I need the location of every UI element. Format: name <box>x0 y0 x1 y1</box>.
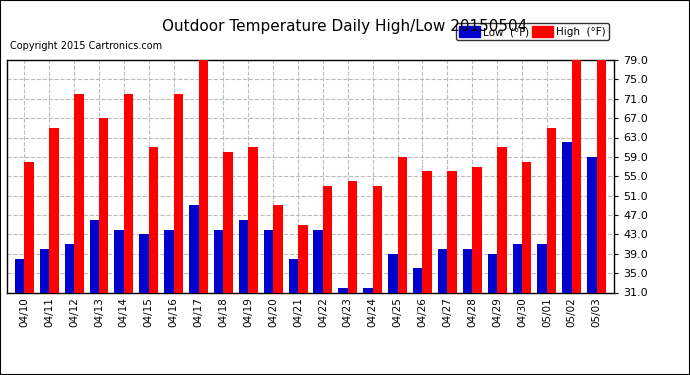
Bar <box>224 152 233 375</box>
Bar <box>99 118 108 375</box>
Bar <box>24 162 34 375</box>
Bar <box>547 128 556 375</box>
Bar <box>463 249 472 375</box>
Bar <box>363 288 373 375</box>
Bar <box>562 142 572 375</box>
Bar <box>338 288 348 375</box>
Bar <box>189 205 199 375</box>
Bar <box>124 94 133 375</box>
Bar <box>199 55 208 375</box>
Bar <box>388 254 397 375</box>
Bar <box>313 230 323 375</box>
Bar <box>74 94 83 375</box>
Bar <box>597 60 606 375</box>
Bar <box>522 162 531 375</box>
Bar <box>497 147 506 375</box>
Bar <box>587 157 597 375</box>
Bar <box>447 171 457 375</box>
Bar <box>139 234 149 375</box>
Text: Outdoor Temperature Daily High/Low 20150504: Outdoor Temperature Daily High/Low 20150… <box>162 19 528 34</box>
Bar <box>413 268 422 375</box>
Bar <box>40 249 49 375</box>
Bar <box>264 230 273 375</box>
Bar <box>572 60 581 375</box>
Bar <box>488 254 497 375</box>
Bar <box>513 244 522 375</box>
Bar <box>65 244 74 375</box>
Bar <box>348 181 357 375</box>
Bar <box>538 244 547 375</box>
Bar <box>472 166 482 375</box>
Bar <box>115 230 124 375</box>
Bar <box>164 230 174 375</box>
Bar <box>15 259 24 375</box>
Bar <box>373 186 382 375</box>
Bar <box>438 249 447 375</box>
Bar <box>422 171 432 375</box>
Bar <box>239 220 248 375</box>
Bar <box>90 220 99 375</box>
Bar <box>214 230 224 375</box>
Bar <box>248 147 258 375</box>
Bar <box>174 94 183 375</box>
Bar <box>298 225 308 375</box>
Bar <box>273 205 283 375</box>
Bar <box>49 128 59 375</box>
Text: Copyright 2015 Cartronics.com: Copyright 2015 Cartronics.com <box>10 41 162 51</box>
Bar <box>288 259 298 375</box>
Bar <box>323 186 333 375</box>
Bar <box>397 157 407 375</box>
Legend: Low  (°F), High  (°F): Low (°F), High (°F) <box>456 23 609 40</box>
Bar <box>149 147 158 375</box>
